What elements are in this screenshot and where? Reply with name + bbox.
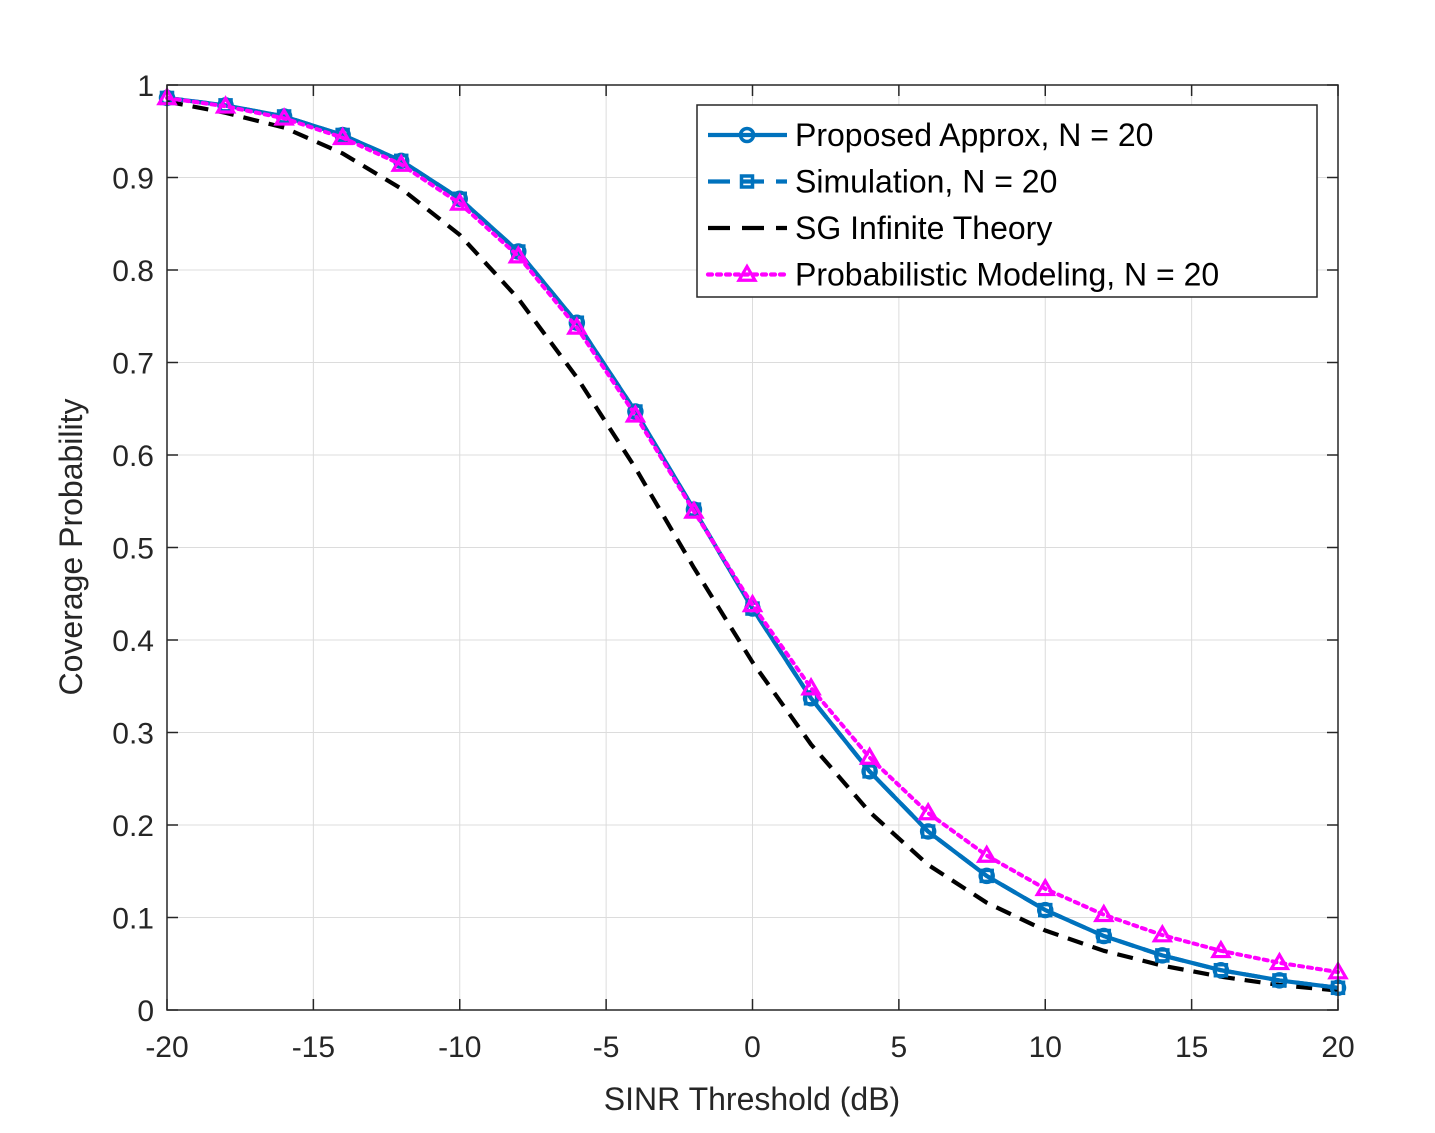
series-line	[165, 96, 1340, 975]
y-tick-label: 1	[137, 70, 154, 103]
data-point	[1212, 961, 1230, 979]
legend: Proposed Approx, N = 20 Simulation, N = 2…	[696, 104, 1318, 298]
y-tick-label: 0.1	[112, 903, 154, 936]
legend-label: SG Infinite Theory	[795, 210, 1052, 246]
data-point	[273, 107, 295, 126]
series-4	[156, 86, 1349, 980]
data-point	[214, 95, 237, 114]
data-point	[917, 801, 939, 821]
data-point	[858, 746, 881, 765]
y-tick-label: 0.7	[112, 348, 154, 381]
data-point	[919, 823, 937, 840]
legend-entry: Probabilistic Modeling, N = 20	[705, 257, 1219, 293]
x-tick-label: -15	[292, 1031, 335, 1064]
y-tick-label: 0.8	[112, 255, 154, 288]
data-point	[624, 404, 647, 423]
x-tick-label: -10	[438, 1031, 481, 1064]
data-point	[1034, 877, 1057, 897]
x-tick-label: 20	[1321, 1031, 1354, 1064]
legend-marker	[738, 126, 756, 144]
x-tick-label: 10	[1029, 1031, 1062, 1064]
data-point	[683, 500, 705, 519]
data-point	[1037, 901, 1054, 919]
series-group	[156, 86, 1349, 997]
data-point	[566, 316, 588, 335]
legend-entry: SG Infinite Theory	[708, 210, 1052, 246]
series-line	[166, 95, 1339, 990]
y-tick-label: 0.5	[112, 533, 154, 566]
data-point	[1154, 947, 1171, 964]
x-tick-label: 0	[744, 1031, 761, 1064]
legend-marker	[739, 174, 755, 189]
series-line	[166, 99, 1339, 993]
data-point	[1210, 939, 1232, 959]
data-point	[448, 192, 471, 211]
y-tick-label: 0.3	[112, 718, 154, 751]
data-point	[1268, 951, 1291, 971]
legend-label: Simulation, N = 20	[795, 164, 1057, 200]
legend-label: Probabilistic Modeling, N = 20	[795, 257, 1219, 293]
x-axis-label: SINR Threshold (dB)	[604, 1081, 900, 1117]
legend-entry: Proposed Approx, N = 20	[708, 117, 1153, 153]
legend-marker	[736, 263, 758, 282]
legend-label: Proposed Approx, N = 20	[795, 117, 1153, 153]
x-tick-label: 15	[1175, 1031, 1208, 1064]
x-tick-label: -20	[145, 1031, 188, 1064]
data-point	[800, 676, 822, 696]
series-3	[166, 99, 1339, 993]
data-point	[1095, 927, 1113, 945]
ticks: -20 -15 -10 -5 0 5 10 15 20 0 0.1 0.2 0.3 0.4 0.5 0.6 0.…	[112, 70, 1354, 1064]
data-point	[390, 153, 412, 172]
y-tick-label: 0.9	[112, 163, 154, 196]
y-tick-label: 0	[137, 995, 154, 1028]
y-tick-label: 0.6	[112, 440, 154, 473]
data-point	[978, 867, 995, 885]
data-point	[1093, 903, 1115, 923]
data-point	[861, 763, 878, 780]
data-point	[1271, 972, 1288, 989]
x-tick-label: -5	[593, 1031, 620, 1064]
y-axis-label: Coverage Probability	[53, 398, 89, 695]
legend-box	[696, 104, 1318, 298]
y-tick-label: 0.2	[112, 810, 154, 843]
data-point	[1151, 923, 1174, 943]
data-point	[975, 844, 998, 863]
x-tick-label: 5	[891, 1031, 908, 1064]
legend-entry: Simulation, N = 20	[708, 164, 1057, 200]
y-tick-label: 0.4	[112, 625, 154, 658]
data-point	[741, 593, 764, 613]
data-point	[331, 126, 354, 146]
data-point	[507, 244, 530, 264]
